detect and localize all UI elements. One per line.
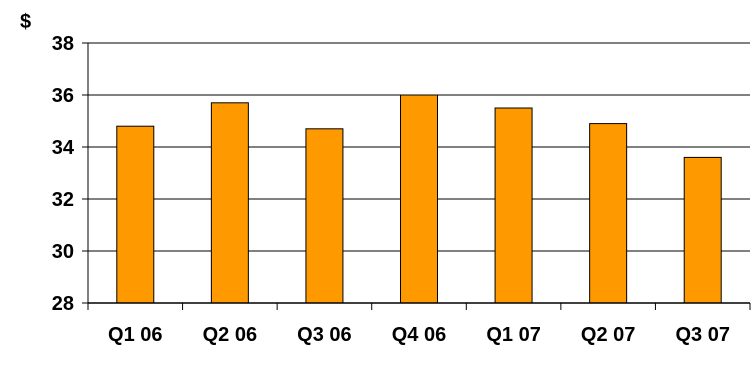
- y-tick-label: 34: [52, 137, 75, 159]
- bar: [305, 128, 344, 304]
- bar: [210, 102, 249, 304]
- x-tick-labels: Q1 06 Q2 06 Q3 06 Q4 06 Q1 07 Q2 07 Q3 07: [108, 324, 730, 346]
- axes: [82, 42, 751, 310]
- y-tick-label: 30: [52, 241, 74, 263]
- y-tick-label: 38: [52, 33, 74, 55]
- bars: [116, 94, 722, 304]
- y-tick-label: 36: [52, 85, 74, 107]
- y-tick-label: 28: [52, 293, 74, 315]
- y-tick-label: 32: [52, 189, 74, 211]
- x-tick-label: Q3 07: [675, 324, 729, 346]
- bar: [589, 123, 628, 304]
- x-tick-label: Q1 07: [486, 324, 540, 346]
- bar: [494, 107, 533, 304]
- y-axis-unit-label: $: [20, 11, 31, 33]
- bar: [400, 94, 438, 304]
- x-tick-label: Q3 06: [297, 324, 351, 346]
- x-tick-label: Q2 07: [581, 324, 635, 346]
- bar: [683, 156, 722, 304]
- x-tick-label: Q2 06: [203, 324, 257, 346]
- x-tick-label: Q4 06: [392, 324, 446, 346]
- x-tick-label: Q1 06: [108, 324, 162, 346]
- bar: [116, 125, 155, 304]
- y-tick-labels: 28 30 32 34 36 38: [52, 33, 75, 315]
